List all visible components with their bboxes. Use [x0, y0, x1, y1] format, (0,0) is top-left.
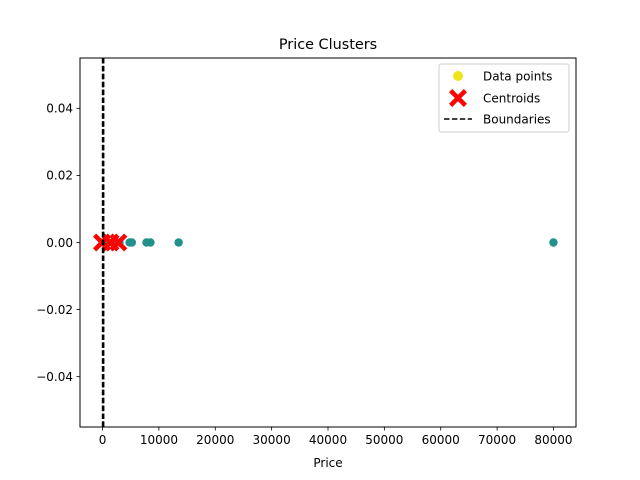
y-axis: 0.04 0.02 0.00 −0.02 −0.04 [36, 102, 80, 384]
y-tick-label: 0.04 [46, 102, 73, 116]
centroid-marker [109, 233, 128, 252]
chart-title: Price Clusters [279, 37, 377, 53]
legend-label-boundaries: Boundaries [483, 112, 551, 126]
legend-marker-data-points [453, 71, 463, 81]
plot-area [92, 58, 558, 427]
data-point [549, 238, 558, 247]
x-tick-label: 60000 [422, 433, 460, 447]
legend-label-data-points: Data points [483, 69, 552, 83]
legend-box [438, 63, 570, 133]
y-tick-label: 0.02 [46, 169, 73, 183]
legend-marker-centroids [449, 89, 467, 107]
x-tick-label: 40000 [309, 433, 347, 447]
x-tick-label: 50000 [365, 433, 403, 447]
x-tick-label: 10000 [140, 433, 178, 447]
x-tick-label: 20000 [196, 433, 234, 447]
data-point [174, 238, 183, 247]
x-tick-label: 0 [99, 433, 107, 447]
legend: Data points Centroids Boundaries [438, 63, 570, 133]
x-axis-label: Price [313, 456, 342, 470]
x-axis: 0 10000 20000 30000 40000 50000 60000 70000 8000… [99, 427, 573, 447]
y-tick-label: 0.00 [46, 236, 73, 250]
data-point [127, 238, 137, 247]
data-point [146, 238, 155, 247]
y-tick-label: −0.02 [36, 303, 73, 317]
legend-label-centroids: Centroids [483, 91, 540, 105]
y-tick-label: −0.04 [36, 370, 73, 384]
x-tick-label: 80000 [534, 433, 572, 447]
x-tick-label: 30000 [253, 433, 291, 447]
x-tick-label: 70000 [478, 433, 516, 447]
